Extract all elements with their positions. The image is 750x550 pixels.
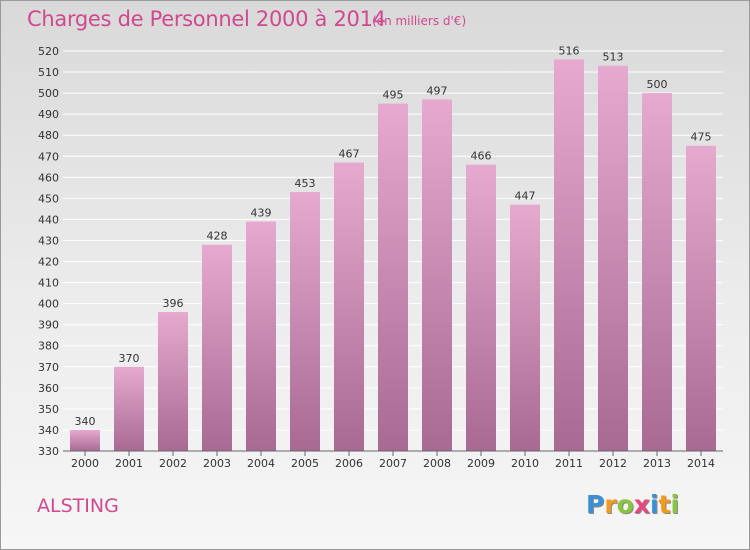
data-label: 475 (691, 131, 712, 144)
logo-letter: i (650, 490, 659, 519)
data-label: 516 (559, 44, 580, 57)
bar[interactable] (466, 164, 496, 451)
y-tick-label: 330 (38, 445, 59, 458)
bar[interactable] (510, 204, 540, 451)
y-tick-label: 350 (38, 403, 59, 416)
chart-subtitle: (en milliers d'€) (372, 14, 467, 28)
x-tick-label: 2002 (159, 457, 187, 470)
y-tick-label: 400 (38, 298, 59, 311)
data-labels: 340 370 396 428 439 453 467 495 497 466 447 516 513 5… (75, 44, 712, 428)
x-tick-label: 2000 (71, 457, 99, 470)
chart-title: Charges de Personnel 2000 à 2014 (27, 7, 386, 31)
logo-letter: P (586, 490, 605, 519)
y-tick-label: 420 (38, 256, 59, 269)
proxiti-logo[interactable]: Proxiti (586, 490, 679, 519)
x-tick-label: 2009 (467, 457, 495, 470)
x-tick-label: 2007 (379, 457, 407, 470)
bar[interactable] (334, 162, 364, 451)
axes: 330 340 350 360 370 380 390 400 410 420 430 440 450 4… (38, 45, 723, 470)
y-tick-label: 520 (38, 45, 59, 58)
data-label: 467 (339, 148, 360, 161)
bar[interactable] (158, 312, 188, 451)
bar[interactable] (70, 429, 100, 451)
y-tick-label: 390 (38, 319, 59, 332)
bar[interactable] (246, 221, 276, 451)
y-tick-label: 440 (38, 213, 59, 226)
y-tick-label: 370 (38, 361, 59, 374)
logo-letter: i (670, 490, 680, 519)
bar[interactable] (378, 103, 408, 451)
data-label: 500 (647, 78, 668, 91)
x-tick-label: 2014 (687, 457, 715, 470)
bar[interactable] (598, 65, 628, 451)
bar[interactable] (422, 99, 452, 451)
bar[interactable] (554, 59, 584, 451)
y-tick-label: 510 (38, 66, 59, 79)
bars (70, 59, 716, 452)
y-tick-label: 460 (38, 171, 59, 184)
x-tick-label: 2005 (291, 457, 319, 470)
bar[interactable] (202, 244, 232, 451)
x-tick-label: 2010 (511, 457, 539, 470)
logo-letter: r (604, 490, 617, 519)
data-label: 396 (163, 297, 184, 310)
y-tick-label: 360 (38, 382, 59, 395)
data-label: 453 (295, 177, 316, 190)
x-tick-label: 2008 (423, 457, 451, 470)
y-tick-label: 450 (38, 192, 59, 205)
y-tick-label: 500 (38, 87, 59, 100)
logo-letter: x (633, 490, 650, 519)
y-tick-label: 480 (38, 129, 59, 142)
data-label: 428 (207, 230, 228, 243)
logo-letter: o (616, 490, 634, 519)
bar[interactable] (642, 93, 672, 452)
bar[interactable] (686, 145, 716, 451)
bar[interactable] (114, 366, 144, 451)
data-label: 340 (75, 415, 96, 428)
y-tick-label: 490 (38, 108, 59, 121)
y-tick-label: 470 (38, 150, 59, 163)
data-label: 439 (251, 207, 272, 220)
y-tick-label: 340 (38, 424, 59, 437)
y-tick-label: 380 (38, 340, 59, 353)
data-label: 466 (471, 150, 492, 163)
x-tick-label: 2011 (555, 457, 583, 470)
data-label: 497 (427, 84, 448, 97)
data-label: 513 (603, 51, 624, 64)
x-tick-label: 2001 (115, 457, 143, 470)
logo-letter: t (658, 490, 671, 519)
data-label: 495 (383, 89, 404, 102)
y-tick-label: 430 (38, 234, 59, 247)
bar[interactable] (290, 192, 320, 452)
y-tick-label: 410 (38, 277, 59, 290)
x-tick-label: 2013 (643, 457, 671, 470)
data-label: 370 (119, 352, 140, 365)
x-tick-label: 2006 (335, 457, 363, 470)
x-tick-label: 2004 (247, 457, 275, 470)
data-label: 447 (515, 190, 536, 203)
commune-name: ALSTING (37, 495, 119, 517)
x-tick-label: 2012 (599, 457, 627, 470)
x-tick-label: 2003 (203, 457, 231, 470)
